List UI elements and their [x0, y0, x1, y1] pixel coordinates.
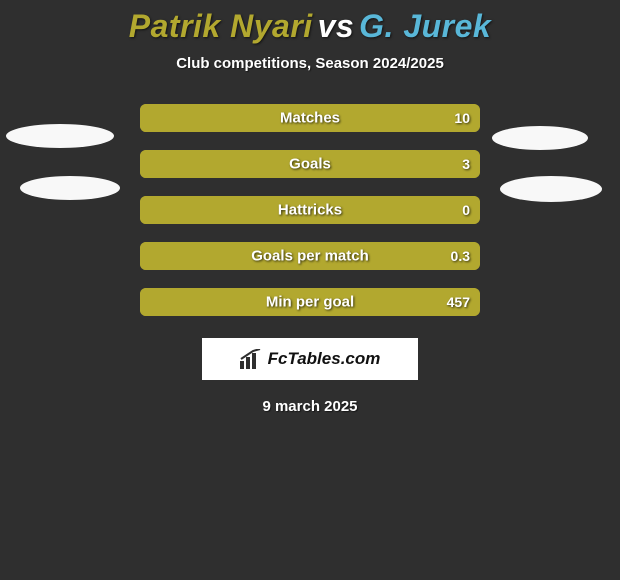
- brand-text: FcTables.com: [268, 349, 381, 369]
- vs-text: vs: [318, 8, 355, 44]
- player2-badge-ellipse-1: [492, 126, 588, 150]
- stat-value-right: 10: [454, 110, 470, 126]
- stat-value-right: 0: [462, 202, 470, 218]
- stat-label: Goals per match: [251, 248, 369, 265]
- stat-label: Min per goal: [266, 294, 354, 311]
- stat-row: Hattricks 0: [140, 196, 480, 224]
- stat-label: Matches: [280, 110, 340, 127]
- player2-name: G. Jurek: [359, 8, 491, 44]
- brand-box[interactable]: FcTables.com: [202, 338, 418, 380]
- stat-row: Matches 10: [140, 104, 480, 132]
- player1-name: Patrik Nyari: [129, 8, 313, 44]
- stat-label: Goals: [289, 156, 331, 173]
- player2-badge-ellipse-2: [500, 176, 602, 202]
- stats-area: Matches 10 Goals 3 Hattricks 0 Goals per match…: [0, 104, 620, 316]
- stat-label: Hattricks: [278, 202, 342, 219]
- player1-badge-ellipse-1: [6, 124, 114, 148]
- stat-row: Min per goal 457: [140, 288, 480, 316]
- stat-row: Goals 3: [140, 150, 480, 178]
- stat-value-right: 3: [462, 156, 470, 172]
- subtitle: Club competitions, Season 2024/2025: [0, 55, 620, 72]
- player1-badge-ellipse-2: [20, 176, 120, 200]
- date-text: 9 march 2025: [0, 398, 620, 415]
- stat-rows: Matches 10 Goals 3 Hattricks 0 Goals per match…: [140, 104, 480, 316]
- stat-value-right: 457: [447, 294, 470, 310]
- stat-value-right: 0.3: [451, 248, 470, 264]
- stat-row: Goals per match 0.3: [140, 242, 480, 270]
- comparison-title: Patrik Nyari vs G. Jurek: [0, 0, 620, 45]
- brand-chart-icon: [240, 349, 262, 369]
